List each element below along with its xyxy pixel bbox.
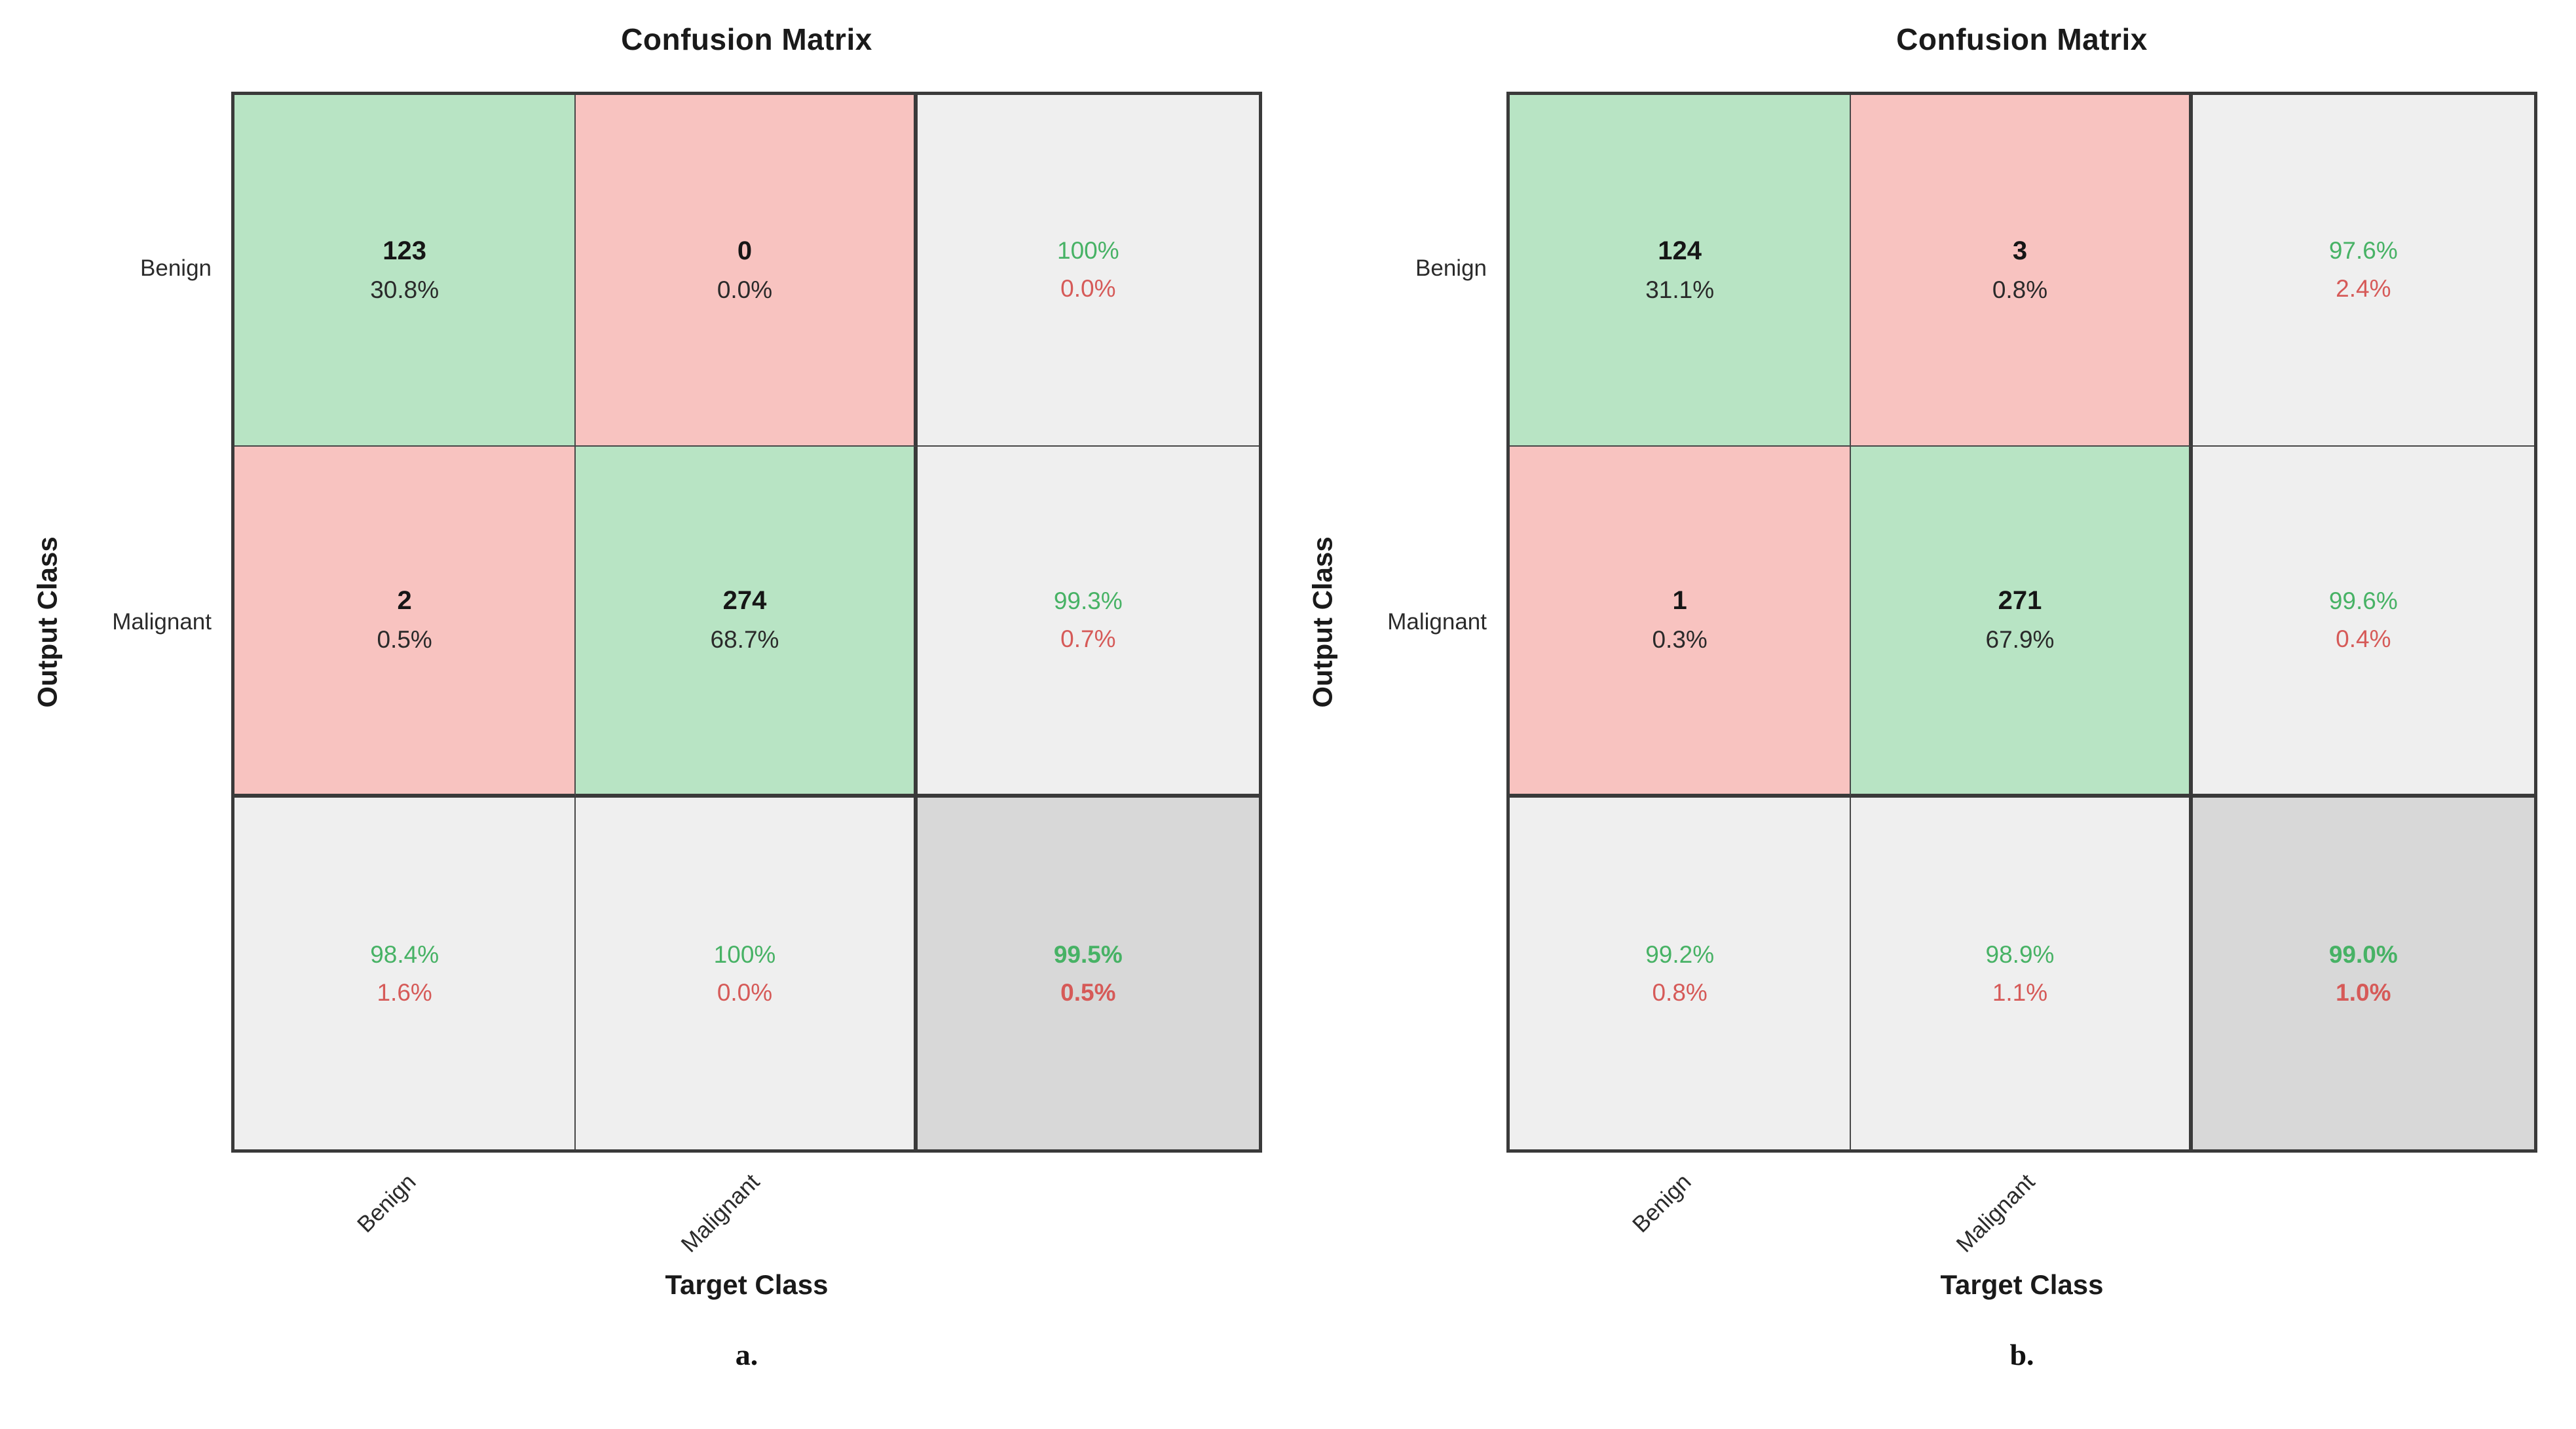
col-summary-benign: 99.2% 0.8% (1510, 798, 1852, 1149)
summary-negative: 0.4% (2336, 625, 2391, 652)
overall-accuracy-cell: 99.5% 0.5% (917, 798, 1259, 1149)
cell-malignant-benign: 2 0.5% (234, 446, 576, 798)
summary-negative: 0.7% (1060, 625, 1116, 652)
cell-percent: 0.5% (377, 626, 432, 654)
overall-accuracy-cell: 99.0% 1.0% (2192, 798, 2534, 1149)
row-summary-benign: 100% 0.0% (917, 95, 1259, 447)
cell-percent: 0.0% (717, 276, 773, 303)
y-tick-benign: Benign (1415, 255, 1487, 281)
cell-malignant-benign: 1 0.3% (1510, 446, 1852, 798)
summary-negative: 1.1% (1992, 978, 2048, 1006)
subfigure-caption-b: b. (2009, 1338, 2034, 1371)
cell-malignant-malignant: 274 68.7% (576, 446, 918, 798)
overall-accuracy: 99.0% (2328, 940, 2398, 968)
summary-negative: 0.0% (717, 978, 773, 1006)
cell-percent: 31.1% (1645, 276, 1715, 303)
y-tick-malignant: Malignant (112, 609, 212, 635)
summary-positive: 98.4% (370, 940, 439, 968)
x-axis-label: Target Class (1940, 1269, 2104, 1300)
summary-positive: 99.2% (1645, 940, 1715, 968)
cell-benign-benign: 123 30.8% (234, 95, 576, 447)
cell-count: 123 (383, 236, 427, 265)
y-tick-malignant: Malignant (1387, 609, 1487, 635)
chart-title: Confusion Matrix (1896, 22, 2148, 56)
cell-count: 1 (1672, 586, 1687, 616)
summary-positive: 97.6% (2328, 237, 2398, 265)
overall-accuracy: 99.5% (1053, 940, 1123, 968)
x-axis-label: Target Class (665, 1269, 829, 1300)
cell-count: 274 (722, 586, 767, 616)
summary-positive: 99.6% (2328, 587, 2398, 614)
subfigure-caption-a: a. (735, 1338, 758, 1371)
confusion-grid: 124 31.1% 3 0.8% 97.6% 2.4% 1 0.3% 271 6… (1506, 92, 2537, 1153)
summary-positive: 99.3% (1053, 587, 1123, 614)
cell-benign-malignant: 3 0.8% (1851, 95, 2193, 447)
overall-error: 1.0% (2336, 978, 2391, 1006)
cell-percent: 68.7% (710, 626, 779, 654)
summary-positive: 100% (1057, 237, 1119, 265)
summary-positive: 100% (713, 940, 776, 968)
row-summary-malignant: 99.6% 0.4% (2192, 446, 2534, 798)
cell-percent: 30.8% (370, 276, 439, 303)
cell-percent: 0.8% (1992, 276, 2048, 303)
cell-count: 3 (2012, 236, 2028, 265)
cell-percent: 0.3% (1652, 626, 1708, 654)
x-tick-malignant: Malignant (1951, 1169, 2040, 1257)
cell-count: 271 (1998, 586, 2042, 616)
y-tick-benign: Benign (140, 255, 212, 281)
cell-count: 2 (397, 586, 412, 616)
summary-negative: 1.6% (377, 978, 432, 1006)
x-tick-benign: Benign (1627, 1169, 1696, 1238)
col-summary-malignant: 100% 0.0% (576, 798, 918, 1149)
summary-positive: 98.9% (1985, 940, 2055, 968)
cell-malignant-malignant: 271 67.9% (1851, 446, 2193, 798)
summary-negative: 0.8% (1652, 978, 1708, 1006)
col-summary-benign: 98.4% 1.6% (234, 798, 576, 1149)
confusion-grid: 123 30.8% 0 0.0% 100% 0.0% 2 0.5% 274 68… (231, 92, 1262, 1153)
cell-count: 124 (1658, 236, 1702, 265)
col-summary-malignant: 98.9% 1.1% (1851, 798, 2193, 1149)
overall-error: 0.5% (1060, 978, 1116, 1006)
cell-benign-benign: 124 31.1% (1510, 95, 1852, 447)
row-summary-malignant: 99.3% 0.7% (917, 446, 1259, 798)
summary-negative: 2.4% (2336, 275, 2391, 303)
cell-percent: 67.9% (1985, 626, 2055, 654)
row-summary-benign: 97.6% 2.4% (2192, 95, 2534, 447)
chart-title: Confusion Matrix (621, 22, 872, 56)
cell-count: 0 (737, 236, 753, 265)
cell-benign-malignant: 0 0.0% (576, 95, 918, 447)
summary-negative: 0.0% (1060, 275, 1116, 303)
